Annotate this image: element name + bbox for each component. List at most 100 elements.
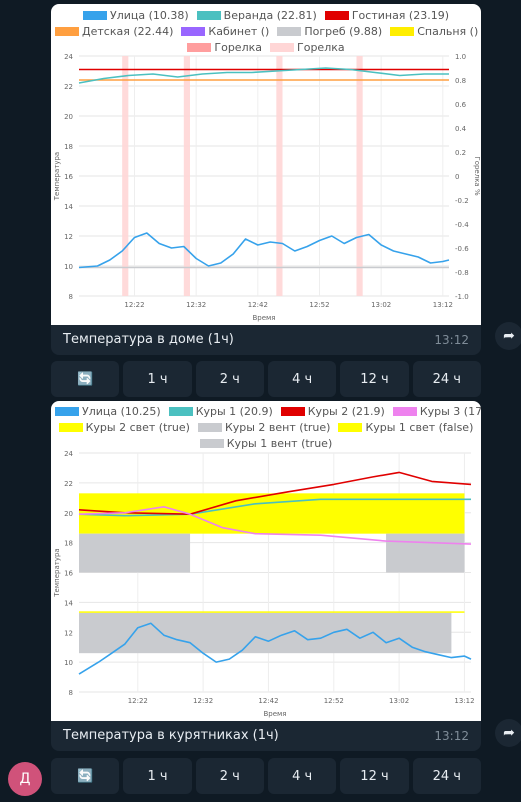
chart-image-coop[interactable]: Улица (10.25) Куры 1 (20.9) Куры 2 (21.9) К… [51,401,481,721]
y2-tick-label: 0 [455,173,459,181]
y-tick-label: 12 [64,629,73,637]
caption-text: Температура в доме (1ч) [63,332,234,347]
series-line [78,67,449,84]
chart-legend: Улица (10.25) Куры 1 (20.9) Куры 2 (21.9) К… [51,404,481,452]
legend-swatch [392,407,417,416]
range-1h-button[interactable]: 1 ч [123,758,192,794]
message-time: 13:12 [434,333,469,347]
legend-item[interactable]: Горелка [187,40,262,56]
burner-band [276,56,283,296]
y2-axis-label: Горелка % [473,156,481,196]
range-24h-button[interactable]: 24 ч [412,361,481,397]
legend-item[interactable]: Погреб (9.88) [277,24,382,40]
series-line [78,471,472,515]
chart-coop-temperature: 8 10 12 14 16 18 20 22 24 12:22 12:32 12:42 12:52 13:… [53,450,475,718]
y2-tick-label: -0.6 [455,245,469,253]
legend-item[interactable]: Куры 2 свет (true) [58,420,190,436]
y2-tick-label: -0.8 [455,269,469,277]
y-tick-label: 12 [64,233,73,241]
refresh-button[interactable]: 🔄 [51,758,120,794]
legend-swatch [277,27,302,36]
x-tick-label: 12:22 [124,301,144,309]
legend-swatch [280,407,305,416]
refresh-icon: 🔄 [77,768,94,784]
legend-item[interactable]: Куры 1 (20.9) [168,404,273,420]
share-icon[interactable]: ➦ [495,322,521,350]
legend-item[interactable]: Куры 2 вент (true) [197,420,331,436]
legend-label: Улица (10.38) [109,9,189,22]
range-4h-button[interactable]: 4 ч [267,758,337,794]
legend-item[interactable]: Кабинет () [181,24,269,40]
legend-item[interactable]: Детская (22.44) [55,24,173,40]
legend-item[interactable]: Спальня () [390,24,478,40]
state-band [386,533,465,573]
range-1h-button[interactable]: 1 ч [123,361,192,397]
range-2h-button[interactable]: 2 ч [195,758,264,794]
refresh-button[interactable]: 🔄 [51,361,120,397]
legend-item[interactable]: Куры 1 вент (true) [199,436,332,452]
caption-text: Температура в курятниках (1ч) [63,728,279,743]
legend-item[interactable]: Улица (10.38) [82,8,189,24]
message-time: 13:12 [434,729,469,743]
chart-message-coop: Улица (10.25) Куры 1 (20.9) Куры 2 (21.9) К… [51,401,481,751]
legend-label: Горелка [214,41,262,54]
x-tick-label: 13:02 [371,301,391,309]
range-24h-button[interactable]: 24 ч [412,758,481,794]
legend-label: Горелка [297,41,345,54]
y-tick-label: 22 [64,480,73,488]
x-tick-label: 12:22 [128,697,148,705]
legend-swatch [338,423,363,432]
series-line [78,498,471,517]
legend-item[interactable]: Куры 1 свет (false) [338,420,473,436]
legend-item[interactable]: Веранда (22.81) [196,8,317,24]
message-caption: Температура в курятниках (1ч) 13:12 [51,721,481,751]
legend-label: Улица (10.25) [82,405,161,418]
legend-swatch [187,43,212,52]
legend-label: Куры 3 (17.9) [419,405,481,418]
legend-item[interactable]: Гостиная (23.19) [324,8,449,24]
range-2h-button[interactable]: 2 ч [195,361,264,397]
legend-item[interactable]: Горелка [270,40,345,56]
chart-home-temperature: 8 10 12 14 16 18 20 22 24 12:22 12:32 12:42 12:52 13:… [53,53,481,322]
share-icon[interactable]: ➦ [495,719,521,747]
x-tick-label: 13:12 [454,697,474,705]
range-12h-button[interactable]: 12 ч [340,361,409,397]
y2-tick-label: 0.4 [455,125,467,133]
y-tick-label: 10 [64,659,73,667]
legend-swatch [390,27,415,36]
range-12h-button[interactable]: 12 ч [340,758,409,794]
legend-swatch [197,423,222,432]
range-4h-button[interactable]: 4 ч [267,361,337,397]
legend-label: Куры 2 вент (true) [224,421,331,434]
legend-label: Веранда (22.81) [223,9,317,22]
y-tick-label: 18 [64,143,73,151]
avatar[interactable]: Д [8,762,42,796]
series-line [78,506,472,545]
legend-item[interactable]: Куры 3 (17.9) [392,404,481,420]
legend-item[interactable]: Куры 2 (21.9) [280,404,385,420]
legend-swatch [270,43,294,52]
x-tick-label: 12:32 [193,697,213,705]
chart-image-home[interactable]: Улица (10.38) Веранда (22.81) Гостиная (23… [51,4,481,325]
state-band [79,533,191,573]
y2-tick-label: 0.8 [455,77,466,85]
legend-swatch [55,27,79,36]
y2-tick-label: -0.2 [455,197,469,205]
y-tick-label: 20 [64,510,73,518]
legend-label: Детская (22.44) [82,25,174,38]
legend-swatch [55,407,79,416]
x-tick-label: 12:32 [186,301,206,309]
legend-label: Куры 2 (21.9) [307,405,385,418]
refresh-icon: 🔄 [77,371,94,387]
legend-swatch [168,407,193,416]
burner-band [183,56,190,296]
legend-label: Погреб (9.88) [304,25,383,38]
y2-tick-label: -1.0 [455,293,469,301]
x-axis-label: Время [263,710,286,718]
y-tick-label: 24 [64,53,73,61]
y-tick-label: 24 [64,450,73,458]
y2-tick-label: 0.6 [455,101,467,109]
legend-item[interactable]: Улица (10.25) [55,404,161,420]
y-axis-label: Температура [53,152,61,201]
y2-tick-label: 1.0 [455,53,466,61]
